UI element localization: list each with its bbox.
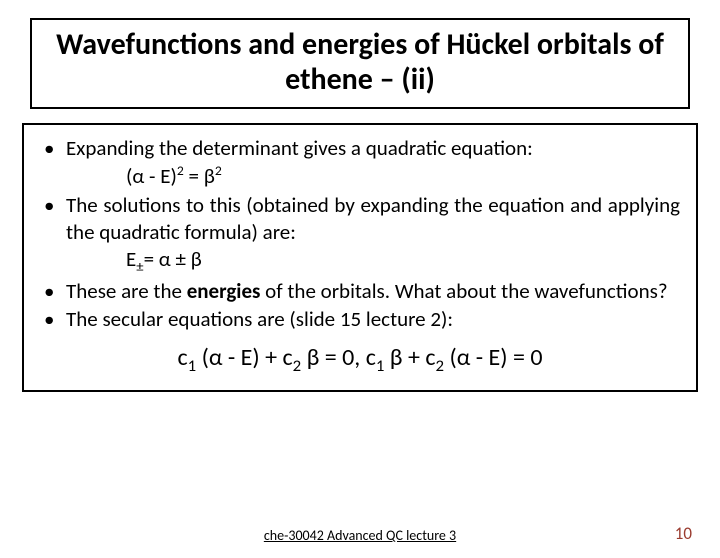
footer-center: che-30042 Advanced QC lecture 3 [264,527,456,544]
bullet-1-text: Expanding the determinant gives a quadra… [66,135,533,161]
content-box: Expanding the determinant gives a quadra… [22,123,698,392]
bullet-4-text: The secular equations are (slide 15 lect… [66,306,453,332]
bullet-list: Expanding the determinant gives a quadra… [40,135,680,333]
bullet-4: The secular equations are (slide 15 lect… [40,306,680,333]
bullet-3: These are the energies of the orbitals. … [40,278,680,305]
secular-equation: c1 (α - E) + c2 β = 0, c1 β + c2 (α - E)… [40,343,680,376]
bullet-3a: These are the [66,278,187,304]
bullet-3-strong: energies [187,278,261,304]
bullet-3b: of the orbitals. What about the wavefunc… [260,278,667,304]
page-number: 10 [675,523,692,544]
title-box: Wavefunctions and energies of Hückel orb… [30,18,690,109]
bullet-2-equation: E±= α ± β [66,246,680,276]
bullet-2: The solutions to this (obtained by expan… [40,192,680,276]
slide-title: Wavefunctions and energies of Hückel orb… [44,28,676,97]
bullet-2-text: The solutions to this (obtained by expan… [66,192,680,245]
bullet-1-equation: (α - E)2 = β2 [66,162,680,190]
bullet-1: Expanding the determinant gives a quadra… [40,135,680,190]
